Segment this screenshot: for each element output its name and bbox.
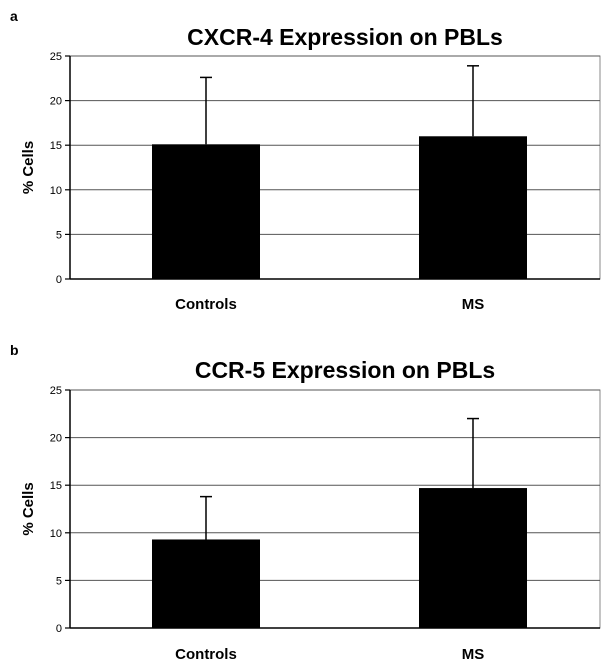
y-axis-label: % Cells — [20, 482, 37, 535]
chart-b-svg: b CCR-5 Expression on PBLs % Cells 0 5 10 15 20… — [10, 342, 601, 663]
x-category-label: MS — [462, 296, 485, 313]
y-tick-label: 15 — [50, 140, 62, 152]
chart-a-svg: a CXCR-4 Expression on PBLs % Cells 0 5 10 15 2… — [10, 8, 601, 313]
y-tick-label: 25 — [50, 385, 62, 397]
x-category-label: Controls — [175, 296, 237, 313]
y-tick-label: 10 — [50, 528, 62, 540]
y-tick-label: 20 — [50, 96, 62, 108]
y-tick-label: 15 — [50, 480, 62, 492]
chart-panel-a: a CXCR-4 Expression on PBLs % Cells 0 5 10 15 2… — [0, 0, 602, 330]
bar-controls — [152, 144, 260, 279]
y-tick-label: 25 — [50, 51, 62, 63]
y-tick-label: 20 — [50, 433, 62, 445]
y-tick-label: 5 — [56, 229, 62, 241]
y-tick-label: 10 — [50, 185, 62, 197]
y-tick-label: 0 — [56, 623, 62, 635]
x-category-label: MS — [462, 646, 485, 663]
chart-panel-b: b CCR-5 Expression on PBLs % Cells 0 5 10 15 20… — [0, 330, 602, 665]
x-category-label: Controls — [175, 646, 237, 663]
panel-label: a — [10, 8, 18, 24]
panel-label: b — [10, 342, 19, 358]
y-tick-label: 0 — [56, 274, 62, 286]
y-tick-label: 5 — [56, 575, 62, 587]
chart-title: CXCR-4 Expression on PBLs — [187, 24, 503, 50]
chart-title: CCR-5 Expression on PBLs — [195, 357, 495, 383]
bar-controls — [152, 539, 260, 628]
y-axis-label: % Cells — [20, 141, 37, 194]
bar-ms — [419, 488, 527, 628]
bar-ms — [419, 136, 527, 279]
